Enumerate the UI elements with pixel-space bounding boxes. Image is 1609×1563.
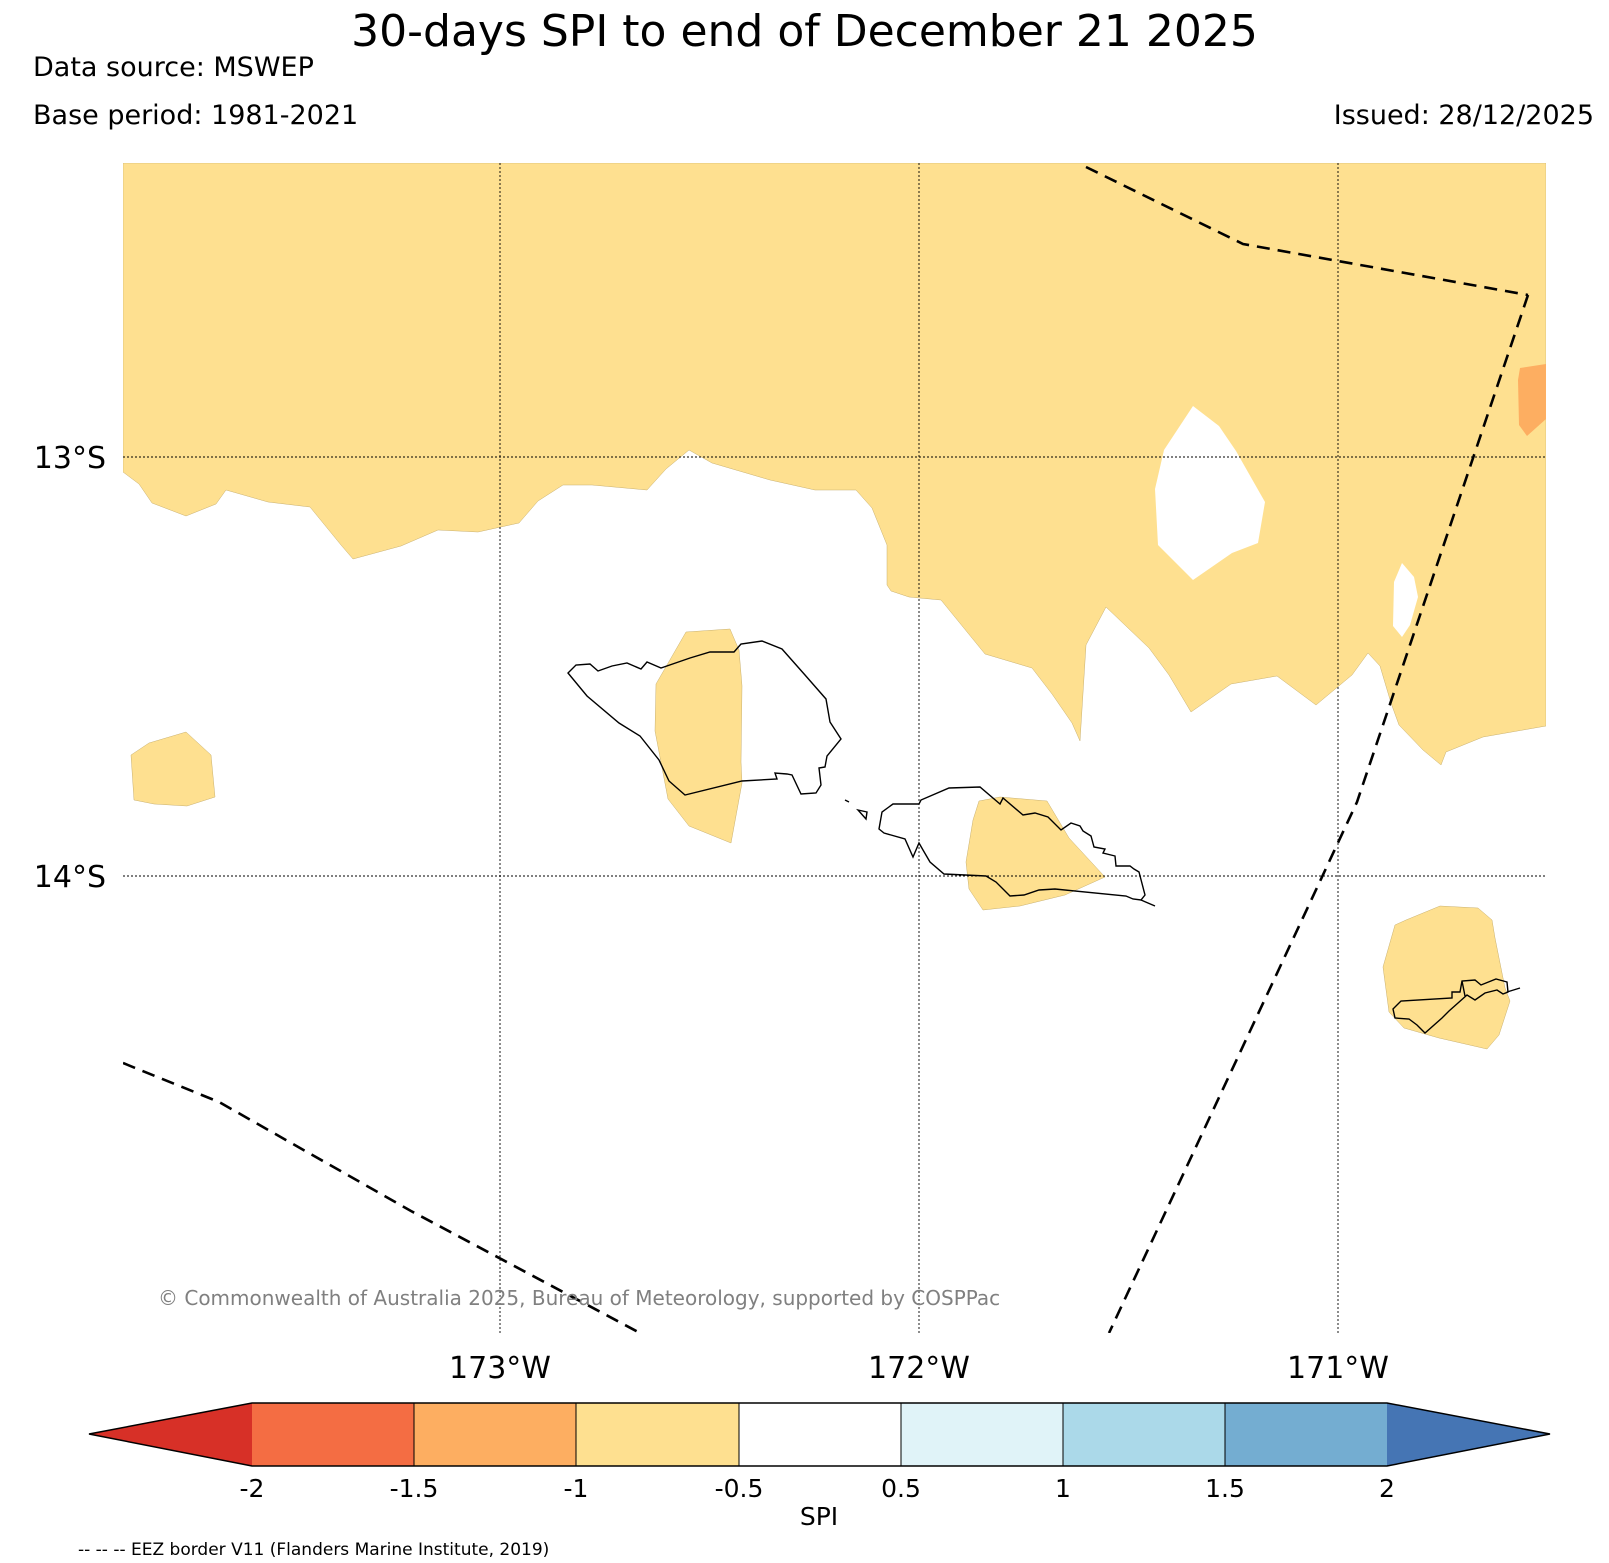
spi-patch-savaii [654,628,743,844]
lon-label-173W: 173°W [449,1351,551,1386]
colorbar-tick-label: -0.5 [715,1474,764,1503]
colorbar-bin-1 [252,1403,414,1466]
spi-hole-near-normal [1155,406,1265,580]
colorbar-tick-label: 2 [1379,1474,1395,1503]
eez-legend-note: -- -- -- EEZ border V11 (Flanders Marine… [78,1540,550,1560]
colorbar-extend-low [89,1403,252,1466]
colorbar-tick-label: 0.5 [881,1474,921,1503]
eez-border-southwest [123,1061,641,1333]
colorbar-tick-label: 1.5 [1205,1474,1245,1503]
map-title: 30-days SPI to end of December 21 2025 [351,6,1258,57]
colorbar-extend-high [1387,1403,1550,1466]
coastline-upolu [878,786,1146,901]
spi-region-north [123,163,1546,766]
coastline-tutuila [1392,978,1521,1034]
colorbar-tick-label: -2 [240,1474,265,1503]
data-source-label: Data source: MSWEP [33,52,314,83]
colorbar-label: SPI [800,1502,838,1531]
lat-label-14S: 14°S [34,860,106,895]
base-period-label: Base period: 1981-2021 [33,100,359,131]
lat-label-13S: 13°S [34,441,106,476]
spi-map-area [123,163,1546,1333]
colorbar-tick-label: -1 [564,1474,589,1503]
colorbar-bin-5 [901,1403,1063,1466]
coastline-savaii [567,640,842,796]
colorbar-bin-6 [1063,1403,1225,1466]
lon-label-172W: 172°W [868,1351,970,1386]
spi-patch-west [130,731,216,807]
spi-region-orange [1518,364,1546,436]
lon-label-171W: 171°W [1287,1351,1389,1386]
spi-patch-upolu [965,796,1106,911]
eez-border-east [1107,294,1530,1333]
spi-patch-tutuila [1382,905,1511,1050]
coastline-manono [844,799,850,803]
coastline-upolu-tip [1140,899,1156,907]
colorbar-bin-3 [576,1403,739,1466]
copyright-notice: © Commonwealth of Australia 2025, Bureau… [158,1286,1001,1310]
eez-border-north [1085,165,1529,297]
colorbar-tick-label: -1.5 [390,1474,439,1503]
colorbar-bin-4 [739,1403,901,1466]
colorbar-bin-2 [414,1403,576,1466]
coastlines [567,640,1521,1034]
spi-hole-small [1393,563,1418,637]
colorbar-outline [88,1402,1551,1467]
colorbar-tick-label: 1 [1055,1474,1071,1503]
spi-colorbar: -2 -1.5 -1 -0.5 0.5 1 1.5 2 SPI [88,1402,1551,1531]
colorbar-bin-7 [1225,1403,1387,1466]
eez-borders [123,165,1530,1333]
graticule [123,163,1546,1333]
issued-date-label: Issued: 28/12/2025 [1333,100,1594,131]
coastline-apolima [856,808,868,821]
